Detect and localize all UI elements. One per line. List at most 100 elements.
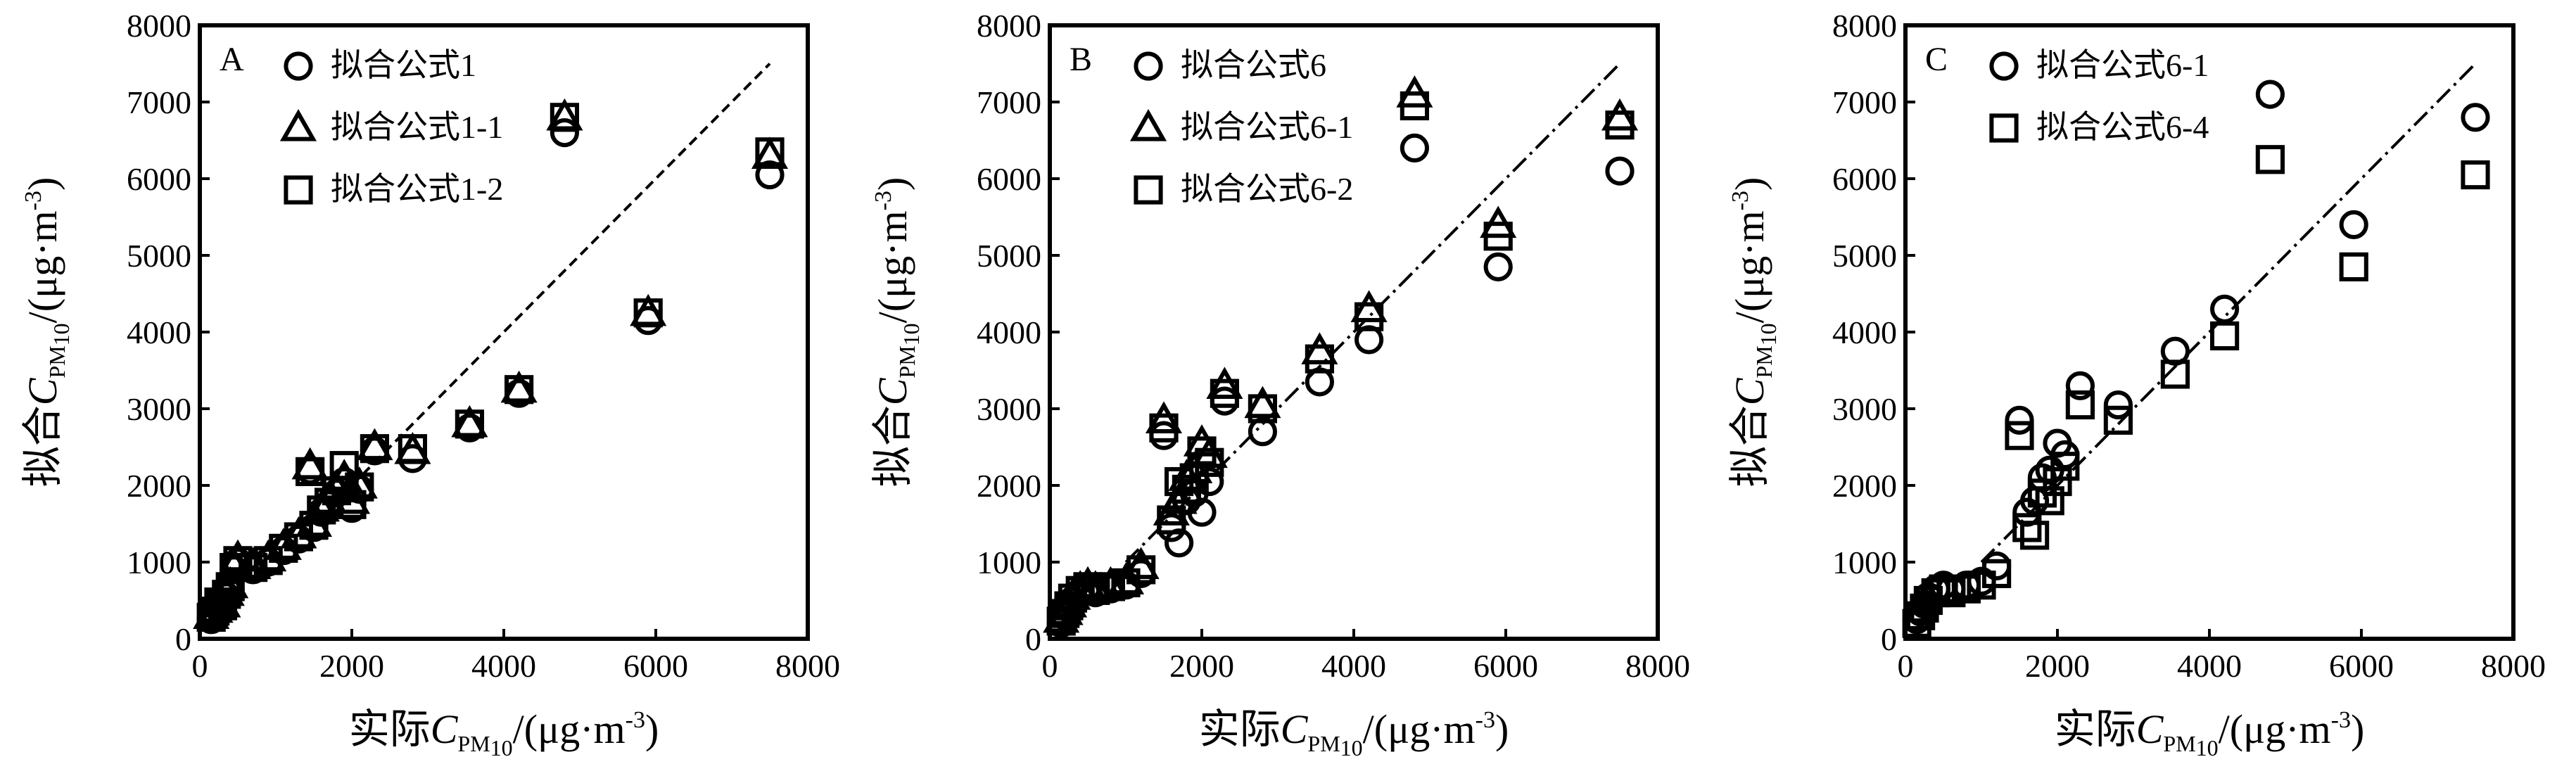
data-point-square [1210, 378, 1240, 408]
data-point-circle [2065, 371, 2095, 400]
data-point-square [337, 490, 367, 519]
legend-marker-triangle [279, 109, 317, 141]
data-point-square [1096, 572, 1126, 601]
y-tick-label: 8000 [1832, 8, 1897, 44]
x-tick-label: 4000 [471, 648, 536, 684]
data-point-triangle [1350, 290, 1388, 322]
y-tick-label: 2000 [127, 468, 191, 504]
x-tick-label: 0 [1042, 648, 1058, 684]
panel-label: B [1070, 41, 1092, 78]
data-point-square [220, 553, 249, 582]
data-point-square [1165, 466, 1194, 497]
x-tick-label: 0 [192, 648, 208, 684]
data-point-square [1483, 222, 1513, 251]
y-tick-label: 7000 [127, 84, 191, 120]
panel-b: 0 1000 2000 3000 4000 5000 6000 7000 8000 0 2000 40… [870, 8, 1690, 760]
data-point-triangle [341, 466, 378, 499]
panel-label: C [1925, 41, 1948, 78]
panel-label: A [220, 41, 244, 78]
data-point-circle [2255, 79, 2285, 109]
series-3 [1046, 91, 1635, 636]
data-point-square [307, 495, 336, 525]
data-point-circle [2461, 103, 2490, 132]
data-point-circle [1400, 133, 1430, 163]
data-point-square [2020, 521, 2050, 550]
data-point-triangle [1301, 332, 1338, 364]
data-point-square [2043, 466, 2072, 497]
data-point-square [296, 457, 325, 486]
data-point-square [2461, 160, 2490, 190]
y-tick-label: 7000 [1832, 84, 1897, 120]
legend-label: 拟合公式6-4 [2036, 109, 2209, 145]
x-tick-label: 0 [1898, 648, 1914, 684]
x-tick-label: 8000 [1625, 648, 1690, 684]
data-point-triangle [1244, 386, 1281, 419]
legend-label: 拟合公式1-2 [331, 171, 503, 207]
x-tick-label: 6000 [2329, 648, 2394, 684]
data-point-square [1149, 413, 1179, 443]
x-tick-label: 2000 [319, 648, 384, 684]
data-point-triangle [751, 136, 789, 169]
data-point-square [345, 472, 374, 502]
data-point-square [2339, 252, 2368, 281]
data-point-square [1982, 559, 2012, 588]
legend-label: 拟合公式6 [1181, 47, 1326, 83]
y-tick-label: 3000 [1832, 391, 1897, 427]
data-point-circle [2103, 390, 2133, 420]
legend-marker-triangle [1129, 109, 1167, 141]
data-point-square [1081, 575, 1110, 605]
data-point-square [2005, 421, 2034, 450]
data-point-triangle [1601, 98, 1639, 131]
legend-marker-circle [1134, 51, 1163, 81]
legend-label: 拟合公式6-1 [2036, 47, 2209, 83]
data-point-triangle [1206, 367, 1243, 399]
data-point-triangle [303, 489, 340, 522]
data-point-square [1951, 574, 1981, 604]
data-point-square [633, 298, 663, 328]
y-tick-label: 4000 [127, 314, 191, 350]
data-point-triangle [1160, 481, 1198, 514]
legend-marker-circle [284, 51, 313, 81]
x-axis-title: 实际CPM10/(μg·m-3) [1199, 706, 1509, 760]
data-point-square [329, 451, 359, 480]
data-point-square [1305, 344, 1335, 374]
x-tick-label: 4000 [1321, 648, 1386, 684]
x-tick-label: 8000 [775, 648, 840, 684]
data-point-square [1157, 505, 1186, 535]
legend-marker-circle [1989, 51, 2019, 81]
y-tick-label: 6000 [127, 161, 191, 197]
y-axis-title: 拟合CPM10/(μg·m-3) [1727, 177, 1781, 488]
y-tick-label: 1000 [127, 545, 191, 580]
data-point-circle [1605, 156, 1635, 186]
y-axis-title: 拟合CPM10/(μg·m-3) [870, 177, 924, 488]
x-axis-title: 实际CPM10/(μg·m-3) [2055, 706, 2365, 760]
data-point-square [2012, 513, 2042, 542]
y-tick-label: 8000 [127, 8, 191, 44]
data-point-square [1605, 110, 1635, 140]
data-point-square [2255, 145, 2285, 174]
data-point-square [1400, 91, 1430, 121]
data-point-square [239, 553, 268, 582]
data-point-square [755, 137, 785, 167]
x-tick-label: 2000 [1169, 648, 1234, 684]
data-point-square [2035, 486, 2064, 516]
legend-label: 拟合公式6-1 [1181, 109, 1353, 145]
y-tick-label: 7000 [977, 84, 1041, 120]
reference-line [350, 63, 771, 487]
legend-marker-square [1134, 175, 1163, 205]
y-tick-label: 8000 [977, 8, 1041, 44]
legend-marker-square [284, 175, 313, 205]
x-tick-label: 8000 [2481, 648, 2546, 684]
data-point-triangle [1191, 435, 1228, 469]
data-point-square [1065, 575, 1095, 605]
y-tick-label: 4000 [1832, 314, 1897, 350]
data-point-square [223, 546, 253, 575]
data-point-square [505, 375, 534, 405]
data-point-square [1195, 447, 1224, 477]
data-point-square [398, 434, 427, 464]
data-point-square [2065, 390, 2095, 420]
data-point-square [550, 103, 579, 132]
y-tick-label: 3000 [977, 391, 1041, 427]
data-point-circle [1210, 386, 1240, 416]
legend-label: 拟合公式1 [331, 47, 476, 83]
